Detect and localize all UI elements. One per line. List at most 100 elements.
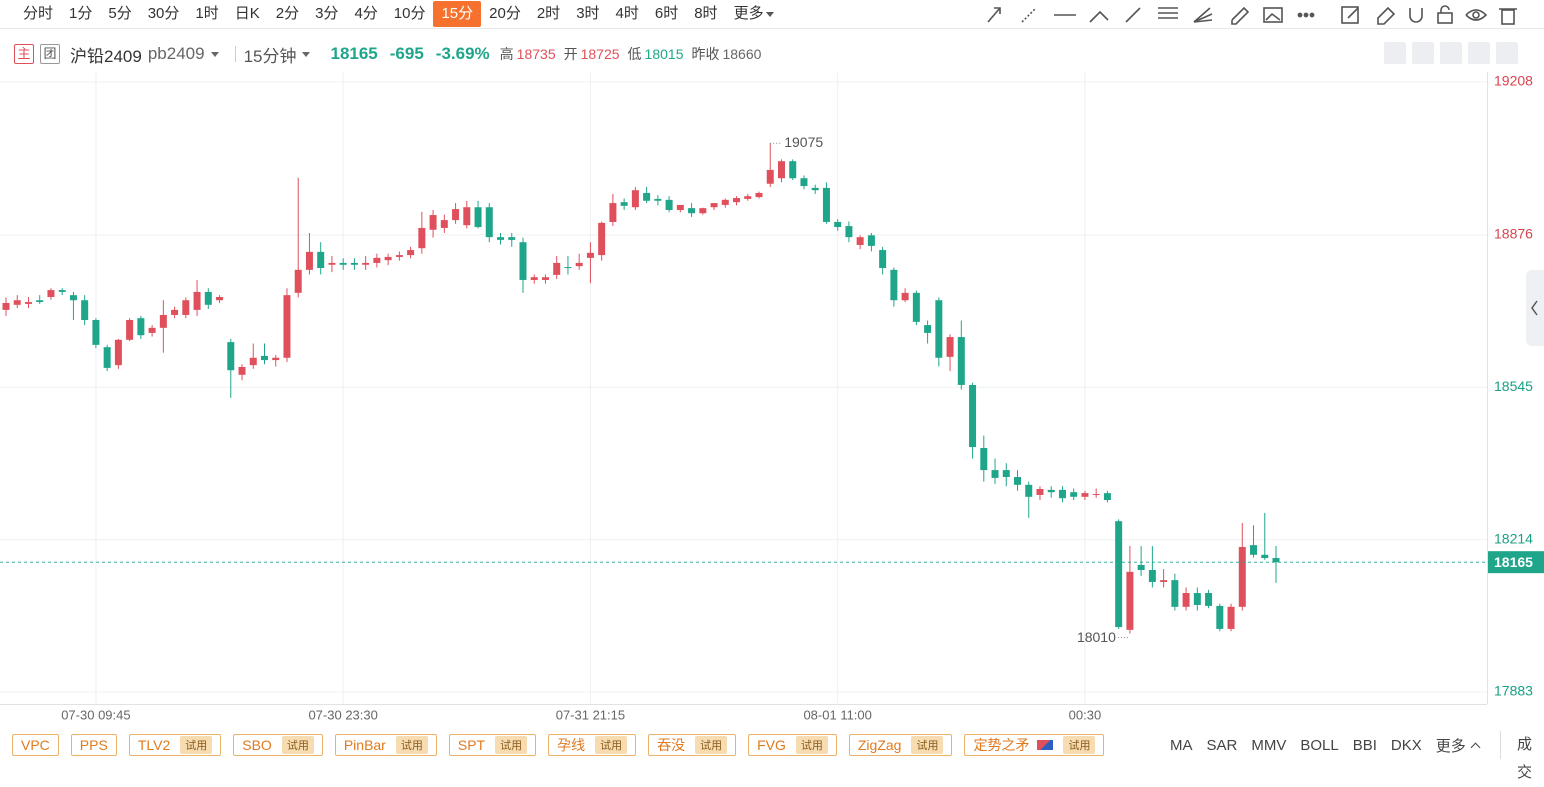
period-tab[interactable]: 3时 (576, 5, 600, 22)
tool-fib[interactable] (1158, 7, 1178, 19)
team-badge[interactable]: 团 (40, 44, 60, 64)
btn-draw[interactable] (1412, 42, 1434, 64)
btn-indicator[interactable] (1384, 42, 1406, 64)
main-indicator[interactable]: MA (1170, 736, 1193, 754)
volume-tab[interactable]: 成交 (1500, 731, 1544, 781)
candle-body (1148, 570, 1156, 582)
indicator-button[interactable]: PPS (70, 734, 117, 756)
indicator-button[interactable]: PinBar 试用 (334, 734, 437, 756)
candle-body (755, 192, 763, 198)
period-tab[interactable]: 10分 (393, 5, 426, 22)
last-price-label: 18165 (1494, 554, 1533, 570)
contract-code[interactable]: pb2409 (147, 44, 205, 63)
candle-body (497, 237, 505, 240)
period-tab[interactable]: 5分 (108, 5, 132, 22)
candlestick-chart: 17883 18214 18545 18876 19208 07-30 09:45 07-3… (0, 72, 1544, 722)
tool-magnet[interactable] (1409, 8, 1423, 23)
candle-body (305, 251, 313, 270)
trial-tag: 试用 (395, 736, 428, 754)
period-tab[interactable]: 15分 (433, 1, 482, 27)
more-icon (1470, 742, 1481, 752)
tool-eraser[interactable] (1377, 6, 1396, 25)
indicator-button[interactable]: ZigZag 试用 (848, 734, 953, 756)
period-tab[interactable]: 1时 (195, 5, 219, 22)
period-tab[interactable]: 8时 (694, 5, 718, 22)
more-indicators[interactable]: 更多 (1436, 735, 1481, 756)
period-tab[interactable]: 20分 (489, 5, 521, 22)
btn-expand[interactable] (1468, 42, 1490, 64)
period-list: 分时 1分 5分 30分 1时 日K 2分 3分 4分 10分 15分 20分 2时 3时 4时 6时 8时 更多 (15, 1, 774, 27)
main-badge[interactable]: 主 (14, 44, 34, 64)
main-indicator[interactable]: MMV (1251, 736, 1287, 754)
btn-candle[interactable] (1440, 42, 1462, 64)
tool-line[interactable] (1125, 7, 1141, 23)
tool-fan[interactable] (1193, 7, 1213, 23)
period-tab[interactable]: 6时 (654, 5, 679, 22)
tool-lock[interactable] (1437, 5, 1453, 24)
candle-body (912, 292, 920, 322)
x-tick-label: 07-30 09:45 (61, 707, 130, 722)
period-tab[interactable]: 日K (234, 5, 260, 22)
tool-arrow[interactable] (987, 7, 1001, 23)
candle-body (272, 357, 280, 361)
stat-label: 高 (499, 46, 514, 62)
candle-body (429, 215, 437, 230)
candle-body (1261, 554, 1269, 559)
main-indicator[interactable]: BOLL (1300, 736, 1339, 754)
tool-eye[interactable] (1465, 9, 1488, 21)
indicator-button[interactable]: 定势之矛 试用 (964, 734, 1105, 756)
indicator-button[interactable]: VPC (12, 734, 59, 756)
tool-more[interactable] (1297, 12, 1315, 18)
period-tab[interactable]: 分时 (23, 5, 54, 22)
tool-pen[interactable] (1231, 6, 1250, 25)
main-indicator[interactable]: DKX (1390, 736, 1422, 754)
candle-body (328, 262, 336, 265)
collapse-tab[interactable] (1526, 270, 1544, 346)
main-indicator[interactable]: SAR (1206, 736, 1238, 754)
price-change: -695 (389, 44, 424, 63)
candle-body (159, 314, 167, 328)
indicator-button[interactable]: TLV2 试用 (128, 734, 222, 756)
indicator-button[interactable]: 孕线 试用 (548, 734, 637, 756)
tool-ray[interactable] (1021, 7, 1037, 23)
indicator-name: VPC (21, 737, 50, 753)
y-tick-label: 18876 (1494, 226, 1533, 242)
tool-image[interactable] (1263, 7, 1283, 23)
indicator-button[interactable]: FVG 试用 (748, 734, 837, 756)
tool-delete[interactable] (1499, 8, 1517, 25)
period-tab[interactable]: 3分 (315, 5, 339, 22)
candle-body (317, 251, 325, 268)
period-toolbar: 分时 1分 5分 30分 1时 日K 2分 3分 4分 10分 15分 20分 2时 3时 4时 6时 8时 更多 (0, 0, 1544, 29)
main-indicators: MA SAR MMV BOLL BBI DKX 更多 (1170, 731, 1481, 759)
candle-body (598, 222, 606, 256)
dropdown-icon[interactable] (302, 51, 311, 57)
dropdown-icon[interactable] (210, 51, 219, 57)
indicator-button[interactable]: SBO 试用 (233, 734, 323, 756)
tool-segment[interactable] (1089, 10, 1109, 23)
main-indicator[interactable]: BBI (1352, 736, 1377, 754)
period-tab[interactable]: 更多 (733, 5, 764, 22)
candle-body (126, 320, 134, 340)
dropdown-icon[interactable] (765, 11, 774, 17)
candle-body (1092, 494, 1100, 496)
period-tab[interactable]: 4分 (354, 5, 378, 22)
tool-edit[interactable] (1341, 6, 1359, 24)
indicator-name: FVG (757, 737, 786, 753)
period-tab[interactable]: 1分 (69, 5, 93, 22)
period-tab[interactable]: 2时 (536, 5, 561, 22)
period-tab[interactable]: 30分 (147, 5, 180, 22)
indicator-name: PinBar (343, 737, 386, 753)
candle-body (58, 290, 66, 292)
candle-body (452, 209, 460, 221)
candle-body (47, 290, 55, 297)
period-select[interactable]: 15分钟 (243, 46, 297, 66)
drawing-tools (987, 5, 1517, 25)
period-tab[interactable]: 2分 (275, 5, 300, 22)
indicator-button[interactable]: SPT 试用 (448, 734, 537, 756)
candle-body (508, 237, 516, 240)
period-tab[interactable]: 4时 (615, 5, 639, 22)
indicator-button[interactable]: 吞没 试用 (648, 734, 737, 756)
btn-close[interactable] (1496, 42, 1518, 64)
candle-body (69, 295, 77, 301)
